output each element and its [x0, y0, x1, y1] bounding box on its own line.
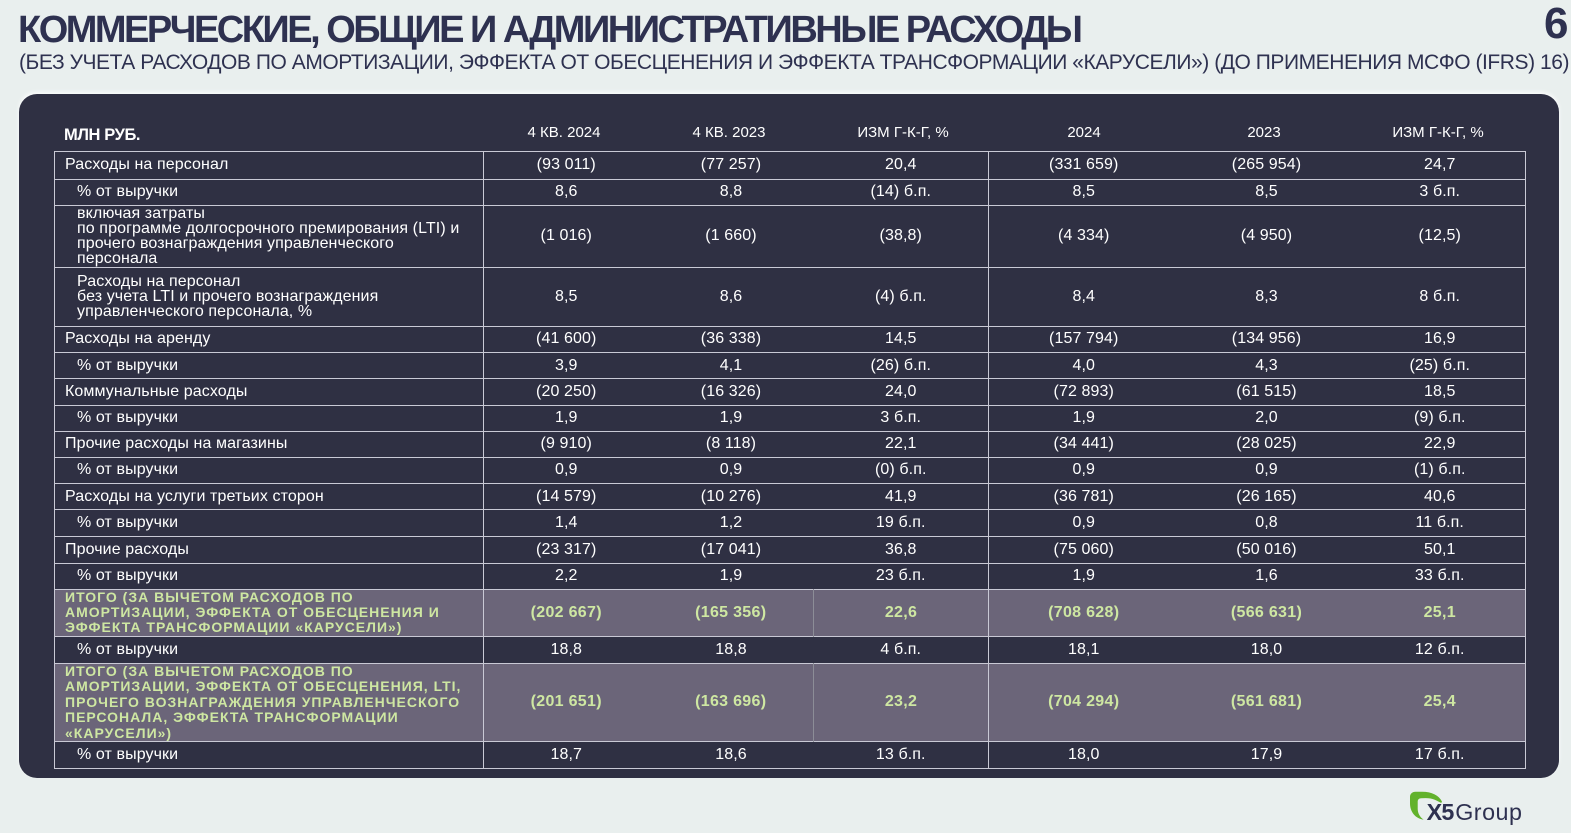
svg-text:Group: Group: [1455, 799, 1522, 825]
svg-text:X5: X5: [1426, 799, 1454, 825]
